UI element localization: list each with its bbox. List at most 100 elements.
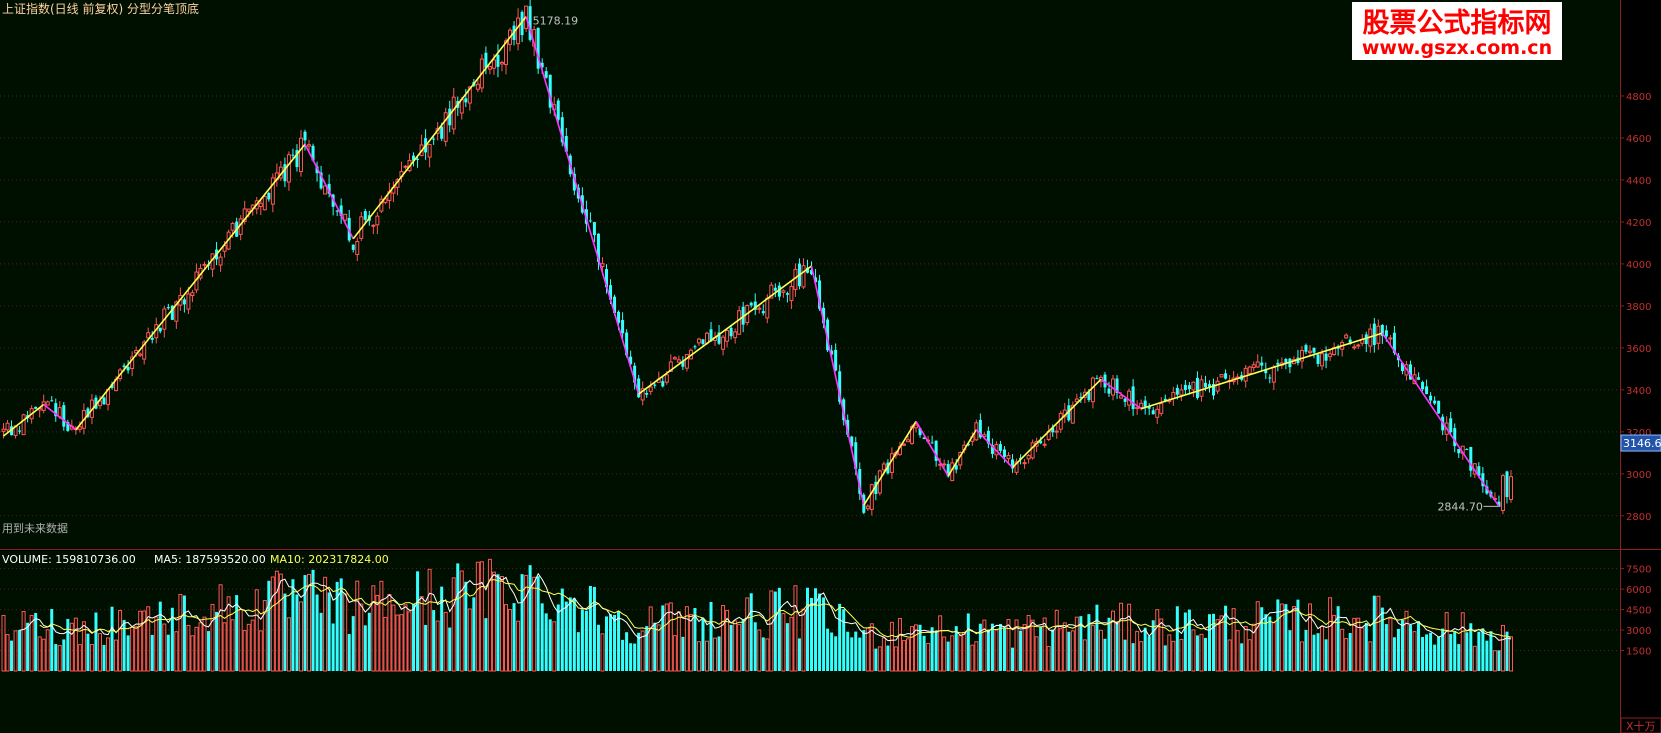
volume-bar-down [1477,631,1481,671]
volume-bar-up [451,577,456,672]
volume-bar-up [218,584,223,672]
volume-bar-down [946,641,950,671]
volume-bar-up [970,644,975,672]
volume-bar-down [170,607,174,671]
volume-bar-down [633,643,637,671]
volume-bar-down [637,632,641,671]
volume-bar-down [440,586,444,671]
volume-bar-down [339,578,343,671]
candle-body-up [186,293,191,310]
volume-bar-up [270,576,275,672]
volume-bar-up [274,570,279,672]
volume-bar-down [432,610,436,671]
volume-tick-label: 4500 [1626,606,1651,617]
candle-body-down [838,371,842,402]
volume-value: VOLUME: 159810736.00 [2,553,136,566]
volume-bar-up [210,603,215,672]
candle-body-down [62,405,66,427]
volume-bar-down [810,597,814,671]
candle-body-down [1433,400,1437,404]
volume-bar-down [966,613,970,671]
volume-bar-down [1123,639,1127,671]
volume-bar-up [254,589,259,672]
volume-bar-up [323,576,328,672]
volume-bar-down [830,632,834,671]
candle-body-up [375,215,380,226]
volume-bar-up [1356,617,1361,672]
volume-bar-up [174,631,179,672]
volume-bar-up [974,641,979,672]
volume-bar-up [250,619,255,672]
volume-unit-tag: X十万 [1620,717,1661,733]
volume-bar-down [1019,630,1023,671]
volume-bar-up [487,558,492,672]
volume-bar-down [701,617,705,671]
volume-bar-up [789,616,794,672]
fractal-stroke-segment [915,420,949,477]
candle-body-down [1212,383,1216,396]
volume-bar-down [150,634,154,671]
fractal-stroke-segment [810,265,865,506]
volume-bar-down [613,614,617,671]
candle-body-down [496,54,500,67]
volume-bar-down [126,635,130,671]
candle-body-down [484,52,488,68]
fractal-stroke-segment [1140,332,1383,410]
candle-body-up [733,331,738,339]
volume-bar-up [57,645,62,672]
volume-bar-up [1376,595,1381,672]
volume-bar-down [215,611,219,671]
volume-bar-up [793,585,798,672]
candle-body-down [592,222,596,236]
volume-bar-down [182,595,186,671]
volume-bar-up [73,617,78,672]
candle-body-up [258,202,263,208]
candle-body-up [487,66,492,70]
volume-bar-down [1324,639,1328,671]
candle-body-down [1421,382,1425,390]
candle-body-down [858,468,862,494]
volume-tick-label: 7500 [1626,565,1651,576]
candle-body-down [303,131,307,141]
fractal-stroke-segment [638,265,812,395]
candle-body-down [1505,471,1509,498]
volume-bar-up [938,615,943,672]
volume-bar-up [1255,601,1260,672]
price-panel[interactable] [0,0,1620,548]
volume-bar-up [1231,608,1236,672]
volume-bar-down [1067,631,1071,671]
fractal-stroke-segment [947,429,978,477]
candle-body-down [986,430,990,444]
volume-bar-down [749,593,753,671]
volume-bar-down [520,574,524,671]
volume-bar-down [1039,626,1043,671]
candle-body-down [1449,418,1453,433]
volume-bar-up [307,573,312,672]
candle-body-down [918,428,922,436]
volume-bar-down [1212,613,1216,671]
volume-bar-up [138,610,143,672]
volume-bar-up [552,621,557,672]
volume-bar-up [950,635,955,672]
volume-bar-down [862,630,866,671]
candle-body-down [432,138,436,140]
volume-bar-up [1492,650,1497,672]
candle-body-down [50,400,54,402]
volume-bar-up [1320,625,1325,672]
candle-body-down [182,299,186,305]
candle-body-up [1247,366,1252,375]
volume-bar-up [21,611,26,672]
volume-bar-up [403,604,408,672]
candle-body-up [323,185,328,195]
candle-body-down [1175,387,1179,395]
volume-bar-down [536,576,540,671]
candle-body-down [1195,377,1199,398]
volume-ma5-line [19,572,1512,642]
candle-body-down [448,108,452,126]
volume-bar-up [13,630,18,672]
candle-body-down [1392,332,1396,353]
volume-bar-up [1082,639,1087,672]
volume-bar-up [435,620,440,672]
